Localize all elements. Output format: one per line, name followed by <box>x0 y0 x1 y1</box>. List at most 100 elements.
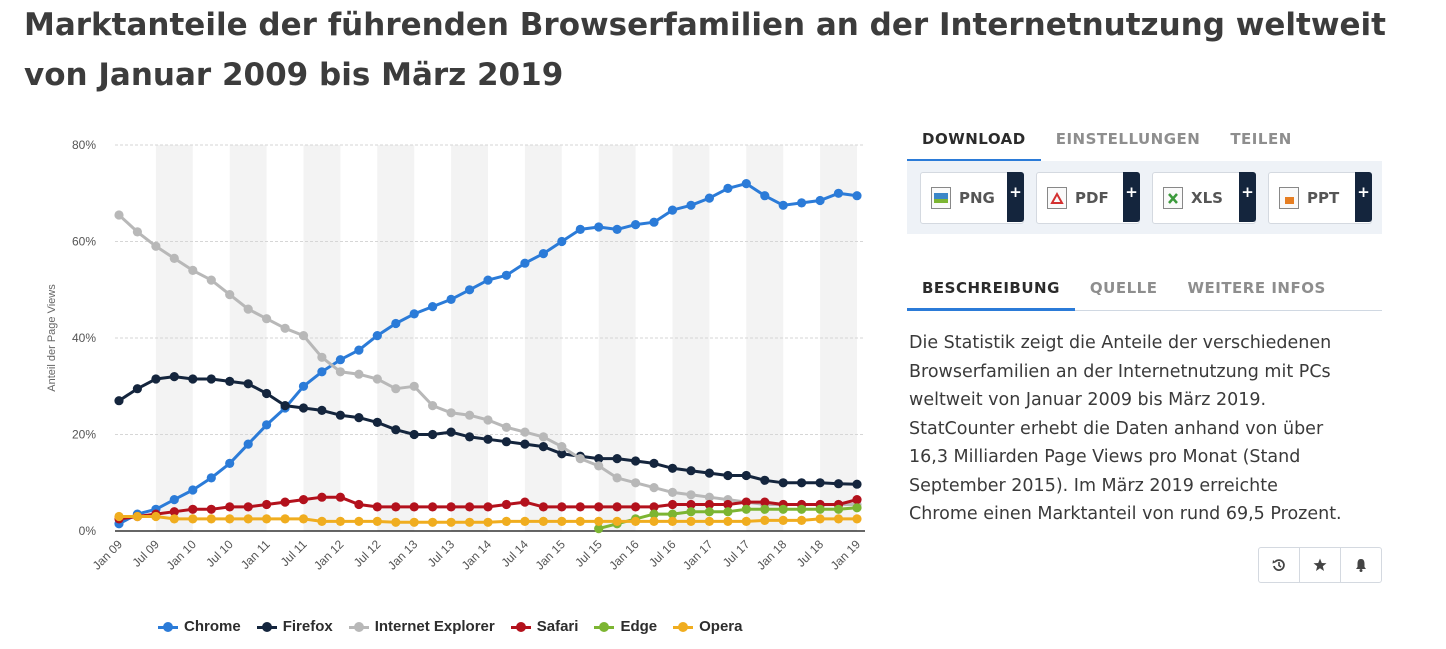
data-point <box>667 516 678 526</box>
data-point <box>446 427 456 437</box>
x-tick-label: Jan 17 <box>680 537 716 573</box>
data-point <box>465 285 475 295</box>
data-point <box>538 249 549 259</box>
data-point <box>631 220 641 230</box>
data-point <box>372 374 382 384</box>
data-point <box>797 478 807 488</box>
data-point <box>298 495 309 505</box>
data-point <box>446 502 456 512</box>
download-ppt-button[interactable]: PPT + <box>1268 172 1372 224</box>
download-pdf-button[interactable]: PDF + <box>1036 172 1140 224</box>
favorite-button[interactable] <box>1300 548 1341 582</box>
data-point <box>575 502 585 512</box>
data-point <box>852 479 862 489</box>
data-point <box>778 200 788 210</box>
legend-item[interactable]: Safari <box>510 618 578 635</box>
data-point <box>760 515 770 525</box>
x-tick-label: Jul 10 <box>203 537 236 570</box>
data-point <box>132 384 142 394</box>
data-point <box>520 497 530 507</box>
ppt-file-icon <box>1279 187 1299 209</box>
data-point <box>409 381 419 391</box>
tab-settings[interactable]: EINSTELLUNGEN <box>1055 130 1201 148</box>
y-tick-label: 80% <box>72 138 96 152</box>
legend-item[interactable]: Internet Explorer <box>348 618 495 635</box>
data-point <box>132 511 142 522</box>
x-tick-label: Jan 09 <box>90 537 126 573</box>
bell-icon <box>1356 559 1366 572</box>
data-point <box>520 427 530 437</box>
data-point <box>114 511 124 522</box>
legend-label: Opera <box>699 618 743 635</box>
action-buttons <box>1258 547 1382 583</box>
data-point <box>575 454 585 464</box>
data-point <box>243 514 253 524</box>
data-point <box>704 193 715 203</box>
download-xls-button[interactable]: XLS + <box>1152 172 1256 224</box>
data-point <box>391 384 401 394</box>
data-point <box>501 437 511 447</box>
data-point <box>594 516 604 526</box>
data-point <box>833 514 844 524</box>
data-point <box>169 253 179 263</box>
data-point <box>778 504 788 514</box>
data-point <box>612 473 622 483</box>
data-point <box>815 195 825 206</box>
data-point <box>151 511 161 522</box>
data-point <box>132 227 142 237</box>
data-point <box>391 502 401 512</box>
data-point <box>188 485 198 495</box>
legend-item[interactable]: Chrome <box>158 618 241 635</box>
legend-item[interactable]: Opera <box>673 618 742 635</box>
tab-share[interactable]: TEILEN <box>1230 130 1292 148</box>
data-point <box>483 502 493 512</box>
legend-marker <box>673 621 694 632</box>
x-tick-label: Jul 13 <box>425 537 458 570</box>
data-point <box>335 410 345 420</box>
download-png-button[interactable]: PNG + <box>920 172 1024 224</box>
data-point <box>686 490 696 500</box>
data-point <box>538 442 549 452</box>
legend-marker <box>348 621 369 632</box>
data-point <box>169 495 179 505</box>
legend-marker <box>594 621 615 632</box>
history-button[interactable] <box>1259 548 1300 582</box>
notification-button[interactable] <box>1341 548 1381 582</box>
data-point <box>483 517 493 527</box>
data-point <box>335 367 345 377</box>
data-point <box>465 410 475 420</box>
star-icon <box>1313 558 1327 571</box>
data-point <box>206 514 216 524</box>
tab-more-info[interactable]: WEITERE INFOS <box>1187 279 1326 297</box>
data-point <box>354 499 364 510</box>
data-point <box>575 516 585 526</box>
data-point <box>612 454 622 464</box>
data-point <box>741 470 751 481</box>
data-point <box>225 290 235 300</box>
data-point <box>520 258 530 268</box>
data-point <box>704 507 715 517</box>
data-point <box>704 516 715 526</box>
data-point <box>280 497 290 507</box>
x-tick-label: Jan 14 <box>459 537 495 573</box>
download-xls-label: XLS <box>1191 189 1223 207</box>
x-tick-label: Jan 19 <box>828 537 864 573</box>
data-point <box>262 314 272 324</box>
data-point <box>317 516 327 526</box>
legend-label: Firefox <box>282 618 333 635</box>
data-point <box>741 179 751 189</box>
legend-item[interactable]: Edge <box>594 618 657 635</box>
tab-source[interactable]: QUELLE <box>1089 279 1158 297</box>
data-point <box>428 302 438 312</box>
data-point <box>852 495 862 505</box>
data-point <box>225 502 235 512</box>
tab-description[interactable]: BESCHREIBUNG <box>907 268 1075 311</box>
data-point <box>557 236 567 247</box>
data-point <box>594 502 604 512</box>
data-point <box>317 405 327 415</box>
data-point <box>612 502 622 512</box>
data-point <box>335 516 345 526</box>
pdf-file-icon <box>1047 187 1067 209</box>
tab-download[interactable]: DOWNLOAD <box>907 119 1041 162</box>
legend-item[interactable]: Firefox <box>256 618 333 635</box>
